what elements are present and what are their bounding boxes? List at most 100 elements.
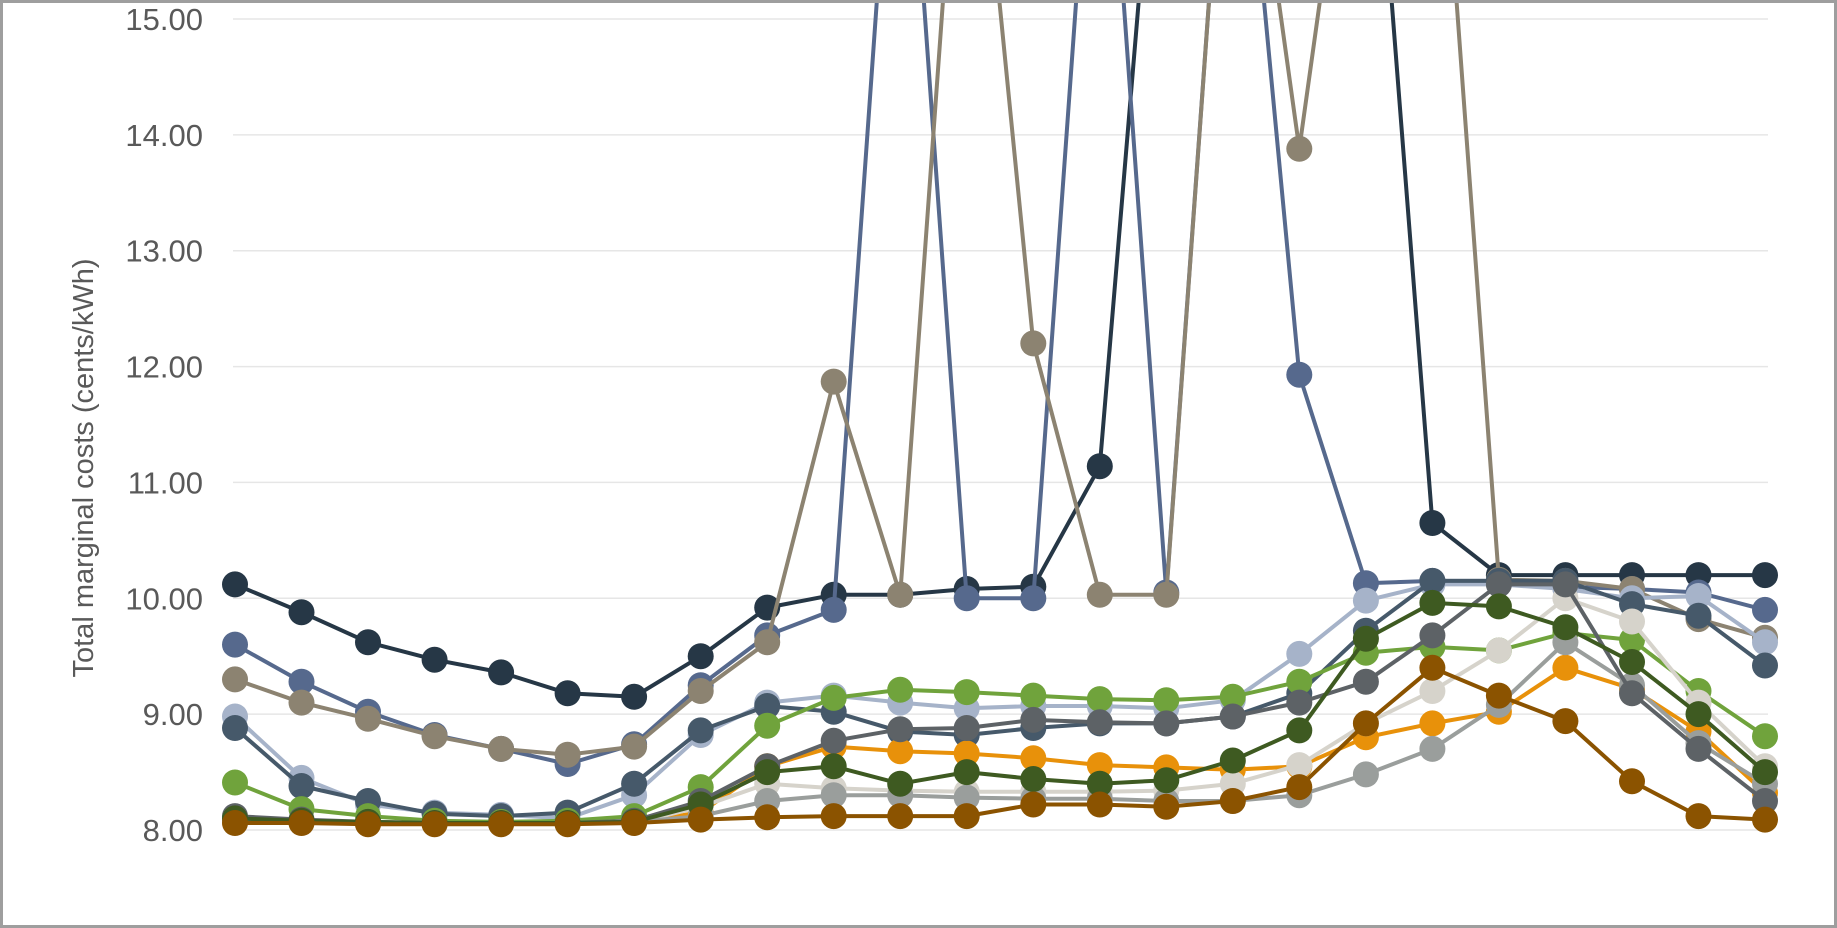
data-point[interactable] xyxy=(1020,766,1047,792)
data-point[interactable] xyxy=(1752,788,1778,814)
data-point[interactable] xyxy=(1352,587,1379,614)
data-point[interactable] xyxy=(222,571,248,598)
data-point[interactable] xyxy=(953,784,980,811)
data-point[interactable] xyxy=(887,738,914,765)
data-point[interactable] xyxy=(1020,745,1047,772)
data-point[interactable] xyxy=(1552,654,1579,681)
data-point[interactable] xyxy=(1419,622,1446,649)
data-point[interactable] xyxy=(621,733,648,760)
data-point[interactable] xyxy=(1286,717,1313,744)
data-point[interactable] xyxy=(355,629,381,656)
data-point[interactable] xyxy=(355,705,381,732)
data-point[interactable] xyxy=(1352,668,1379,695)
data-point[interactable] xyxy=(1419,567,1446,594)
data-point[interactable] xyxy=(1219,788,1246,814)
data-point[interactable] xyxy=(1219,703,1246,730)
data-point[interactable] xyxy=(288,668,315,695)
data-point[interactable] xyxy=(1086,709,1113,736)
data-point[interactable] xyxy=(687,717,714,744)
data-point[interactable] xyxy=(1752,806,1778,833)
data-point[interactable] xyxy=(687,806,714,833)
data-point[interactable] xyxy=(953,585,980,612)
data-point[interactable] xyxy=(421,811,448,838)
data-point[interactable] xyxy=(953,679,980,706)
data-point[interactable] xyxy=(1086,581,1113,608)
data-point[interactable] xyxy=(1752,562,1778,589)
data-point[interactable] xyxy=(488,659,515,686)
data-point[interactable] xyxy=(1685,701,1712,728)
data-point[interactable] xyxy=(621,683,648,710)
data-point[interactable] xyxy=(1685,735,1712,762)
data-point[interactable] xyxy=(1020,585,1047,612)
data-point[interactable] xyxy=(1485,571,1512,598)
data-point[interactable] xyxy=(1685,583,1712,609)
data-point[interactable] xyxy=(1153,710,1180,737)
data-point[interactable] xyxy=(1619,649,1645,675)
data-point[interactable] xyxy=(1153,581,1180,608)
data-point[interactable] xyxy=(687,643,714,670)
data-point[interactable] xyxy=(1286,689,1313,716)
data-point[interactable] xyxy=(554,811,581,838)
data-point[interactable] xyxy=(288,810,315,836)
data-point[interactable] xyxy=(621,770,648,797)
data-point[interactable] xyxy=(421,646,448,673)
data-point[interactable] xyxy=(288,689,315,716)
data-point[interactable] xyxy=(1752,596,1778,623)
data-point[interactable] xyxy=(887,676,914,703)
data-point[interactable] xyxy=(554,680,581,707)
data-point[interactable] xyxy=(1485,593,1512,620)
data-point[interactable] xyxy=(1752,629,1778,656)
data-point[interactable] xyxy=(754,804,781,831)
data-point[interactable] xyxy=(1485,637,1512,664)
data-point[interactable] xyxy=(222,769,248,796)
data-point[interactable] xyxy=(421,723,448,750)
data-point[interactable] xyxy=(1619,680,1645,707)
data-point[interactable] xyxy=(222,810,248,836)
data-point[interactable] xyxy=(754,693,781,719)
data-point[interactable] xyxy=(1086,752,1113,779)
data-point[interactable] xyxy=(1419,589,1446,616)
data-point[interactable] xyxy=(887,803,914,830)
data-point[interactable] xyxy=(1685,602,1712,629)
data-point[interactable] xyxy=(1153,687,1180,714)
data-point[interactable] xyxy=(1419,654,1446,681)
data-point[interactable] xyxy=(1286,361,1313,388)
data-point[interactable] xyxy=(1752,759,1778,786)
data-point[interactable] xyxy=(1219,747,1246,774)
data-point[interactable] xyxy=(1020,330,1047,357)
data-point[interactable] xyxy=(1352,761,1379,788)
data-point[interactable] xyxy=(1552,708,1579,735)
data-point[interactable] xyxy=(820,782,847,809)
data-point[interactable] xyxy=(1286,752,1313,779)
data-point[interactable] xyxy=(820,596,847,623)
data-point[interactable] xyxy=(1685,803,1712,830)
data-point[interactable] xyxy=(953,740,980,767)
data-point[interactable] xyxy=(288,599,315,626)
data-point[interactable] xyxy=(754,629,781,656)
data-point[interactable] xyxy=(1020,791,1047,818)
data-point[interactable] xyxy=(887,770,914,797)
data-point[interactable] xyxy=(754,712,781,739)
data-point[interactable] xyxy=(1552,614,1579,641)
data-point[interactable] xyxy=(820,753,847,780)
data-point[interactable] xyxy=(887,716,914,743)
data-point[interactable] xyxy=(222,666,248,693)
data-point[interactable] xyxy=(1419,510,1446,536)
data-point[interactable] xyxy=(1086,453,1113,480)
data-point[interactable] xyxy=(1752,723,1778,750)
data-point[interactable] xyxy=(488,811,515,838)
data-point[interactable] xyxy=(1619,627,1645,653)
data-point[interactable] xyxy=(355,811,381,838)
data-point[interactable] xyxy=(222,631,248,658)
data-point[interactable] xyxy=(953,715,980,741)
data-point[interactable] xyxy=(1419,678,1446,704)
data-point[interactable] xyxy=(687,678,714,704)
data-point[interactable] xyxy=(1286,774,1313,801)
data-point[interactable] xyxy=(1352,710,1379,737)
data-point[interactable] xyxy=(1485,682,1512,709)
data-point[interactable] xyxy=(1219,683,1246,710)
data-point[interactable] xyxy=(621,810,648,836)
data-point[interactable] xyxy=(754,759,781,786)
data-point[interactable] xyxy=(820,368,847,395)
data-point[interactable] xyxy=(554,741,581,768)
